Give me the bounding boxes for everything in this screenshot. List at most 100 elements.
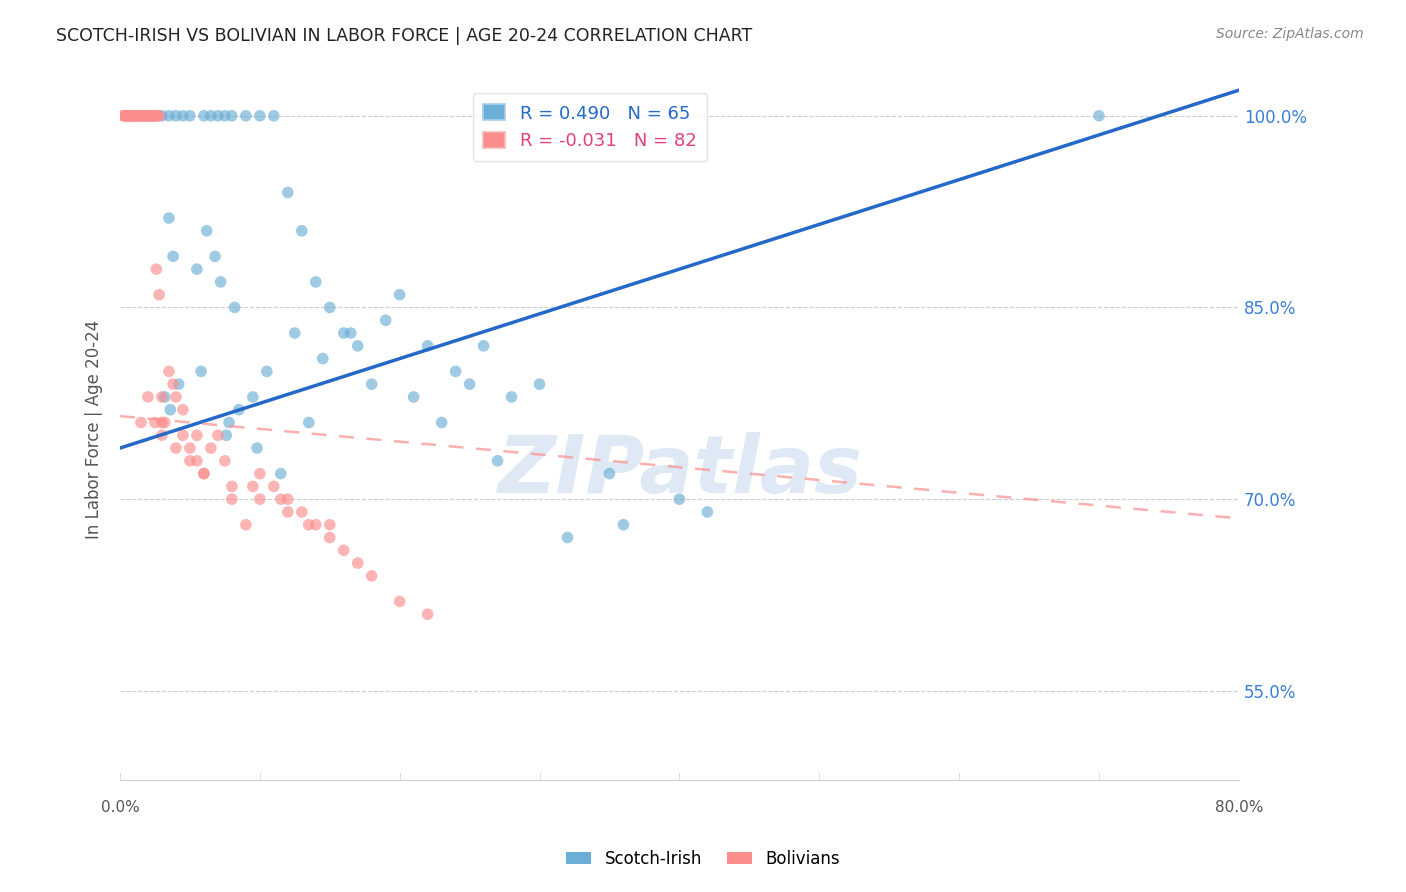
Point	[150, 416, 173, 430]
Point	[165, 109, 187, 123]
Point	[150, 390, 173, 404]
Point	[218, 416, 240, 430]
Point	[416, 607, 439, 622]
Point	[157, 211, 180, 225]
Point	[129, 109, 152, 123]
Point	[179, 441, 201, 455]
Point	[179, 109, 201, 123]
Point	[193, 467, 215, 481]
Point	[319, 517, 342, 532]
Point	[416, 339, 439, 353]
Point	[312, 351, 335, 366]
Text: 0.0%: 0.0%	[101, 800, 139, 815]
Point	[121, 109, 143, 123]
Point	[346, 556, 368, 570]
Point	[200, 441, 222, 455]
Point	[186, 428, 208, 442]
Point	[263, 109, 285, 123]
Point	[388, 594, 411, 608]
Point	[120, 109, 142, 123]
Point	[143, 109, 166, 123]
Point	[165, 390, 187, 404]
Point	[153, 416, 176, 430]
Point	[242, 390, 264, 404]
Point	[402, 390, 425, 404]
Point	[195, 224, 218, 238]
Point	[696, 505, 718, 519]
Point	[291, 224, 314, 238]
Point	[458, 377, 481, 392]
Point	[114, 109, 136, 123]
Point	[122, 109, 145, 123]
Point	[120, 109, 142, 123]
Point	[117, 109, 139, 123]
Point	[501, 390, 523, 404]
Point	[172, 428, 194, 442]
Point	[159, 402, 181, 417]
Point	[249, 109, 271, 123]
Point	[136, 109, 159, 123]
Point	[132, 109, 155, 123]
Point	[204, 249, 226, 263]
Point	[235, 517, 257, 532]
Point	[249, 467, 271, 481]
Point	[148, 109, 170, 123]
Point	[228, 402, 250, 417]
Point	[1088, 109, 1111, 123]
Point	[374, 313, 396, 327]
Legend: R = 0.490   N = 65, R = -0.031   N = 82: R = 0.490 N = 65, R = -0.031 N = 82	[472, 94, 707, 161]
Point	[141, 109, 163, 123]
Point	[256, 364, 278, 378]
Point	[122, 109, 145, 123]
Text: SCOTCH-IRISH VS BOLIVIAN IN LABOR FORCE | AGE 20-24 CORRELATION CHART: SCOTCH-IRISH VS BOLIVIAN IN LABOR FORCE …	[56, 27, 752, 45]
Point	[118, 109, 141, 123]
Point	[214, 454, 236, 468]
Point	[167, 377, 190, 392]
Point	[115, 109, 138, 123]
Point	[284, 326, 307, 340]
Point	[486, 454, 509, 468]
Point	[127, 109, 149, 123]
Point	[157, 109, 180, 123]
Point	[112, 109, 135, 123]
Point	[128, 109, 150, 123]
Point	[146, 109, 169, 123]
Point	[277, 492, 299, 507]
Point	[246, 441, 269, 455]
Point	[305, 275, 328, 289]
Point	[153, 390, 176, 404]
Point	[150, 109, 173, 123]
Point	[360, 569, 382, 583]
Point	[221, 479, 243, 493]
Point	[319, 301, 342, 315]
Point	[138, 109, 160, 123]
Point	[120, 109, 142, 123]
Point	[139, 109, 162, 123]
Point	[332, 326, 354, 340]
Point	[165, 441, 187, 455]
Point	[209, 275, 232, 289]
Point	[145, 262, 167, 277]
Point	[148, 287, 170, 301]
Point	[612, 517, 634, 532]
Point	[388, 287, 411, 301]
Point	[143, 109, 166, 123]
Point	[346, 339, 368, 353]
Point	[111, 109, 134, 123]
Point	[172, 402, 194, 417]
Point	[162, 377, 184, 392]
Point	[207, 428, 229, 442]
Point	[430, 416, 453, 430]
Point	[179, 454, 201, 468]
Point	[557, 531, 579, 545]
Point	[291, 505, 314, 519]
Point	[598, 467, 620, 481]
Point	[270, 467, 292, 481]
Point	[298, 517, 321, 532]
Point	[131, 109, 153, 123]
Point	[186, 262, 208, 277]
Point	[131, 109, 153, 123]
Point	[221, 492, 243, 507]
Text: ZIPatlas: ZIPatlas	[496, 432, 862, 510]
Point	[193, 109, 215, 123]
